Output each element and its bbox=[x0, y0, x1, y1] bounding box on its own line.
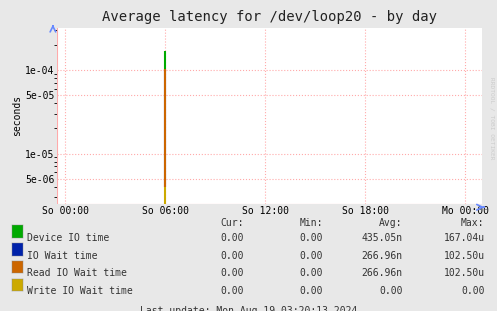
Text: 266.96n: 266.96n bbox=[361, 251, 403, 261]
Text: Write IO Wait time: Write IO Wait time bbox=[27, 286, 133, 296]
Text: RRDTOOL / TOBI OETIKER: RRDTOOL / TOBI OETIKER bbox=[490, 77, 495, 160]
Text: 0.00: 0.00 bbox=[461, 286, 485, 296]
Text: 102.50u: 102.50u bbox=[443, 268, 485, 278]
Text: Max:: Max: bbox=[461, 218, 485, 228]
Text: 266.96n: 266.96n bbox=[361, 268, 403, 278]
Text: IO Wait time: IO Wait time bbox=[27, 251, 98, 261]
Title: Average latency for /dev/loop20 - by day: Average latency for /dev/loop20 - by day bbox=[102, 10, 437, 24]
Text: 102.50u: 102.50u bbox=[443, 251, 485, 261]
Text: Avg:: Avg: bbox=[379, 218, 403, 228]
Text: 0.00: 0.00 bbox=[300, 251, 323, 261]
Text: Cur:: Cur: bbox=[220, 218, 244, 228]
Y-axis label: seconds: seconds bbox=[12, 95, 22, 137]
Text: 0.00: 0.00 bbox=[300, 233, 323, 243]
Text: Device IO time: Device IO time bbox=[27, 233, 109, 243]
Text: 0.00: 0.00 bbox=[300, 268, 323, 278]
Text: 435.05n: 435.05n bbox=[361, 233, 403, 243]
Text: 0.00: 0.00 bbox=[300, 286, 323, 296]
Text: 0.00: 0.00 bbox=[379, 286, 403, 296]
Text: Last update: Mon Aug 19 03:20:13 2024: Last update: Mon Aug 19 03:20:13 2024 bbox=[140, 306, 357, 311]
Text: 0.00: 0.00 bbox=[220, 286, 244, 296]
Text: 167.04u: 167.04u bbox=[443, 233, 485, 243]
Text: Read IO Wait time: Read IO Wait time bbox=[27, 268, 127, 278]
Text: Min:: Min: bbox=[300, 218, 323, 228]
Text: 0.00: 0.00 bbox=[220, 251, 244, 261]
Text: 0.00: 0.00 bbox=[220, 233, 244, 243]
Text: 0.00: 0.00 bbox=[220, 268, 244, 278]
